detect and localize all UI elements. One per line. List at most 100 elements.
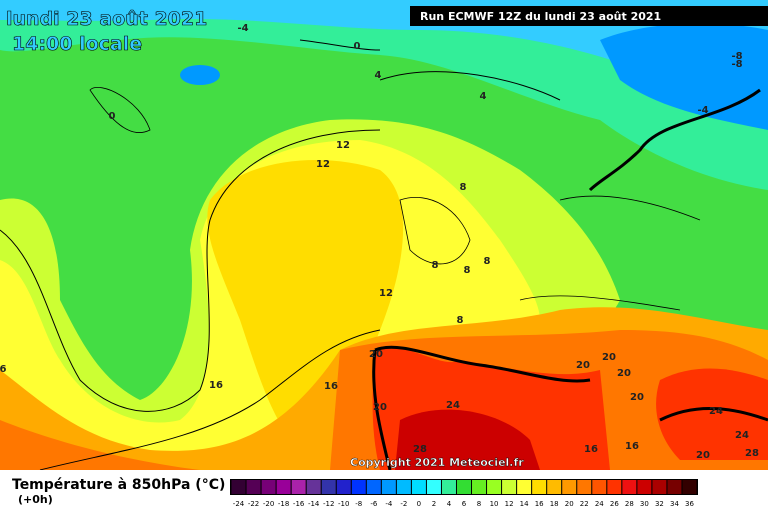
- scale-swatch: [381, 480, 396, 494]
- contour-label: 20: [373, 402, 387, 413]
- scale-label: -24: [233, 500, 245, 508]
- scale-swatch: [622, 480, 637, 494]
- copyright: Copyright 2021 Meteociel.fr: [350, 456, 524, 469]
- scale-swatch: [291, 480, 306, 494]
- scale-label: -8: [355, 500, 362, 508]
- scale-label: 12: [505, 500, 514, 508]
- scale-label: 22: [580, 500, 589, 508]
- contour-label: 24: [709, 406, 723, 417]
- contour-label: 16: [324, 381, 338, 392]
- forecast-step: (+0h): [18, 493, 53, 506]
- scale-swatch: [547, 480, 562, 494]
- scale-label: -10: [338, 500, 349, 508]
- contour-label: 24: [446, 400, 460, 411]
- run-banner: [410, 6, 768, 26]
- contour-label: 20: [369, 349, 383, 360]
- contour-label: 8: [460, 182, 467, 193]
- scale-label: 8: [477, 500, 481, 508]
- scale-swatch: [321, 480, 336, 494]
- scale-swatch: [472, 480, 487, 494]
- scale-swatch: [246, 480, 261, 494]
- contour-label: 12: [336, 140, 350, 151]
- scale-label: 32: [655, 500, 664, 508]
- contour-label: 20: [576, 360, 590, 371]
- contour-label: 16: [625, 441, 639, 452]
- contour-label: -8: [731, 51, 742, 62]
- scale-label: -6: [370, 500, 378, 508]
- contour-label: 4: [480, 91, 487, 102]
- scale-label: -14: [308, 500, 320, 508]
- scale-label: -20: [263, 500, 274, 508]
- scale-swatch: [487, 480, 502, 494]
- scale-label: 2: [432, 500, 436, 508]
- scale-swatch: [637, 480, 652, 494]
- contour-label: 20: [602, 352, 616, 363]
- contour-label: 16: [584, 444, 598, 455]
- contour-label: 6: [0, 364, 7, 375]
- scale-swatch: [396, 480, 411, 494]
- scale-label: 14: [520, 500, 529, 508]
- scale-label: 10: [490, 500, 499, 508]
- contour-label: 0: [109, 111, 116, 122]
- contour-label: 4: [375, 70, 382, 81]
- contours: [0, 39, 768, 471]
- scale-swatch: [607, 480, 622, 494]
- scale-label: -22: [248, 500, 259, 508]
- scale-label: -16: [293, 500, 305, 508]
- scale-label: 36: [685, 500, 694, 508]
- scale-label: 6: [462, 500, 467, 508]
- scale-swatch: [351, 480, 366, 494]
- scale-swatch: [276, 480, 291, 494]
- scale-swatch: [441, 480, 456, 494]
- contour-label: 28: [745, 448, 759, 459]
- contour-label: 0: [354, 41, 361, 52]
- scale-label: 16: [535, 500, 544, 508]
- scale-label: 4: [447, 500, 452, 508]
- scale-swatch: [261, 480, 276, 494]
- contour-label: 8: [457, 315, 464, 326]
- contour-label: 8: [484, 256, 491, 267]
- scale-swatch: [532, 480, 547, 494]
- contour-label: -4: [697, 105, 708, 116]
- scale-label: 34: [670, 500, 679, 508]
- contour-label: 20: [630, 392, 644, 403]
- contour-label: -8: [731, 59, 742, 70]
- scale-swatch: [682, 480, 697, 494]
- scale-label: 24: [595, 500, 604, 508]
- scale-swatch: [456, 480, 472, 494]
- scale-label: 30: [640, 500, 649, 508]
- scale-label: -18: [278, 500, 289, 508]
- scale-label: 26: [610, 500, 619, 508]
- scale-swatch: [577, 480, 592, 494]
- scale-label: -2: [400, 500, 407, 508]
- scale-swatch: [517, 480, 532, 494]
- scale-swatch: [366, 480, 381, 494]
- time: 14:00 locale: [12, 33, 142, 55]
- scale-swatch: [426, 480, 441, 494]
- contour-label: 12: [316, 159, 330, 170]
- scale-label: 20: [565, 500, 574, 508]
- contour-label: 16: [209, 380, 223, 391]
- contour-label: 8: [432, 260, 439, 271]
- scale-swatch: [336, 480, 351, 494]
- scale-label: 18: [550, 500, 559, 508]
- run: Run ECMWF 12Z du lundi 23 août 2021: [420, 10, 661, 23]
- contour-label: 20: [696, 450, 710, 461]
- contour-label: 20: [617, 368, 631, 379]
- contour-label: -4: [237, 23, 248, 34]
- scale-swatch: [562, 480, 577, 494]
- scale-label: 0: [417, 500, 421, 508]
- contour-label: 8: [464, 265, 471, 276]
- scale-swatch: [502, 480, 517, 494]
- scale-swatch: [652, 480, 667, 494]
- contour-label: 12: [379, 288, 393, 299]
- temperature-field: [0, 0, 768, 471]
- legend-title: Température à 850hPa (°C): [12, 477, 225, 493]
- date: lundi 23 août 2021: [6, 8, 207, 30]
- contour-label: 28: [413, 444, 427, 455]
- contour-label: 24: [735, 430, 749, 441]
- color-scale: -24 -22 -20 -18 -16 -14 -12 -10 -8 -6 -4 -2 0 2 4 6 8 10 1…: [230, 479, 698, 508]
